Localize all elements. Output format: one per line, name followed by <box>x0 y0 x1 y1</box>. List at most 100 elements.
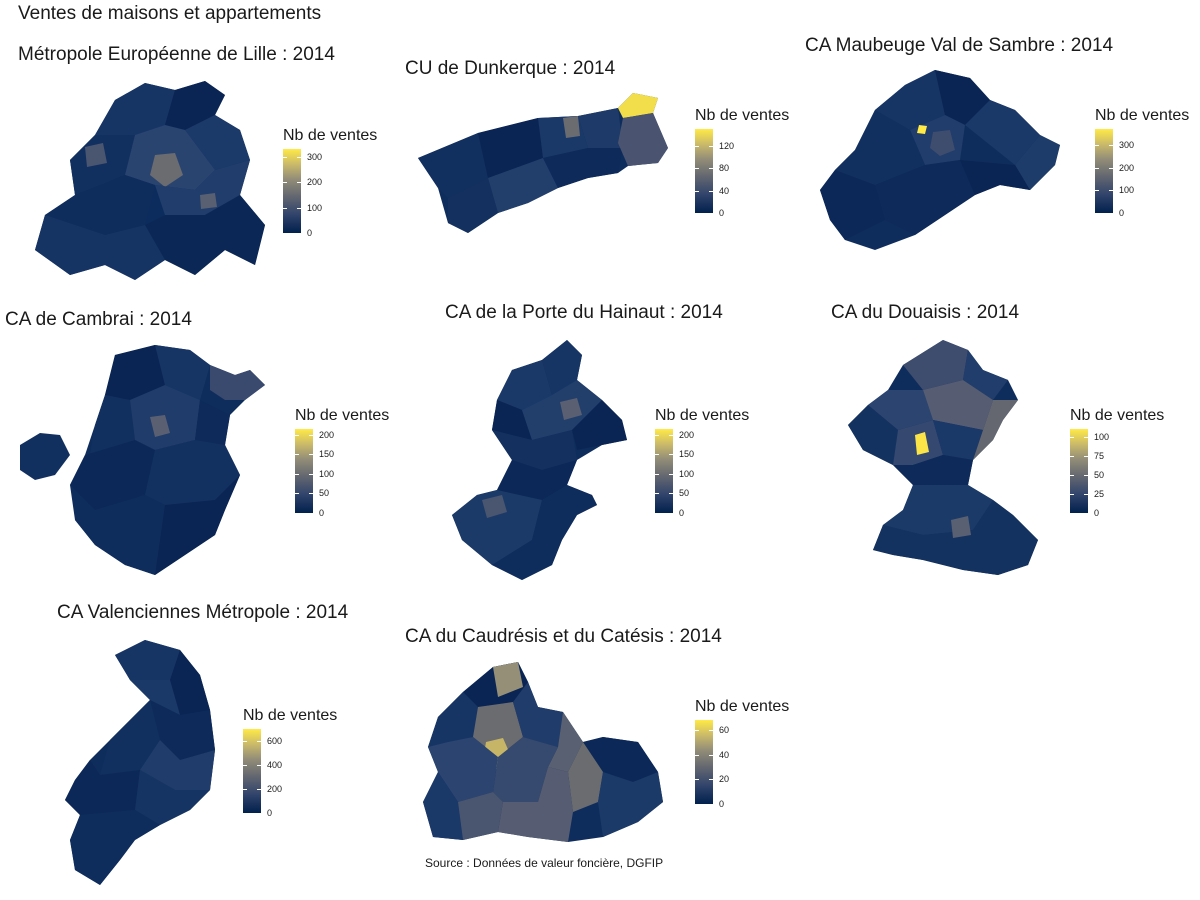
map-hainaut <box>452 340 627 580</box>
legend-tick-label: 40 <box>719 749 730 760</box>
legend-tick-mark <box>1095 144 1099 146</box>
legend-tick-mark <box>295 434 299 436</box>
legend-tick-mark <box>695 754 699 756</box>
source-caption: Source : Données de valeur foncière, DGF… <box>425 856 664 870</box>
legend-color-bar <box>295 429 313 513</box>
legend-tick-mark <box>257 813 261 814</box>
legend-dunkerque: Nb de ventes 0 40 80 120 <box>695 107 815 247</box>
legend-tick-mark <box>309 473 313 475</box>
legend-tick-mark <box>669 513 673 514</box>
panel-title-caudresis: CA du Caudrésis et du Catésis : 2014 <box>405 626 722 647</box>
legend-tick-label: 100 <box>1094 431 1110 442</box>
legend-hainaut: Nb de ventes 0 50 100 150 200 <box>655 407 775 547</box>
map-lille <box>35 81 265 280</box>
legend-tick-mark <box>655 434 659 436</box>
legend-tick-mark <box>709 213 713 214</box>
legend-tick-label: 100 <box>319 468 335 479</box>
legend-tick-mark <box>1095 190 1099 192</box>
panel-title-lille: Métropole Européenne de Lille : 2014 <box>18 44 335 65</box>
legend-maubeuge: Nb de ventes 0 100 200 300 <box>1095 107 1200 247</box>
legend-tick-label: 60 <box>719 724 730 735</box>
legend-tick-mark <box>709 145 713 147</box>
legend-tick-mark <box>295 513 299 514</box>
panel-title-hainaut: CA de la Porte du Hainaut : 2014 <box>445 302 723 323</box>
legend-tick-mark <box>243 813 247 814</box>
legend-tick-label: 200 <box>679 429 695 440</box>
legend-tick-mark <box>309 513 313 514</box>
legend-tick-mark <box>1109 190 1113 192</box>
legend-tick-mark <box>1084 493 1088 495</box>
legend-tick-label: 0 <box>679 508 685 518</box>
legend-tick-label: 200 <box>307 177 323 188</box>
legend-tick-mark <box>283 207 287 209</box>
legend-tick-mark <box>1109 144 1113 146</box>
legend-color-bar <box>695 129 713 213</box>
legend-tick-mark <box>257 741 261 742</box>
legend-tick-mark <box>283 156 287 158</box>
legend-tick-label: 120 <box>719 140 735 151</box>
legend-tick-label: 100 <box>679 468 695 479</box>
legend-tick-label: 0 <box>307 228 313 238</box>
legend-tick-label: 0 <box>719 208 725 218</box>
legend-tick-mark <box>243 765 247 766</box>
legend-tick-mark <box>1084 513 1088 514</box>
panel-title-valenciennes: CA Valenciennes Métropole : 2014 <box>57 602 349 623</box>
legend-tick-mark <box>309 434 313 436</box>
map-douaisis <box>848 340 1038 575</box>
legend-title: Nb de ventes <box>295 407 390 424</box>
legend-tick-mark <box>655 454 659 456</box>
legend-valenciennes: Nb de ventes 0 200 400 600 <box>243 707 363 847</box>
legend-tick-label: 100 <box>1119 185 1135 196</box>
legend-tick-label: 600 <box>267 736 283 746</box>
legend-color-bar <box>695 720 713 804</box>
legend-tick-mark <box>709 779 713 781</box>
legend-tick-mark <box>1070 436 1074 438</box>
legend-tick-mark <box>243 741 247 742</box>
legend-tick-label: 75 <box>1094 450 1105 461</box>
legend-tick-label: 400 <box>267 760 283 770</box>
legend-tick-mark <box>1070 455 1074 457</box>
legend-color-bar <box>243 729 261 813</box>
legend-color-bar <box>283 149 301 233</box>
legend-tick-mark <box>1109 167 1113 169</box>
legend-tick-label: 150 <box>319 449 335 460</box>
legend-title: Nb de ventes <box>695 698 790 715</box>
legend-color-bar <box>1070 429 1088 513</box>
legend-tick-mark <box>1095 167 1099 169</box>
panel-title-dunkerque: CU de Dunkerque : 2014 <box>405 58 616 79</box>
panel-title-douaisis: CA du Douaisis : 2014 <box>831 302 1020 323</box>
map-dunkerque <box>418 93 668 233</box>
legend-tick-label: 25 <box>1094 488 1105 499</box>
legend-tick-mark <box>695 779 699 781</box>
legend-tick-mark <box>297 156 301 158</box>
legend-title: Nb de ventes <box>283 127 378 144</box>
legend-title: Nb de ventes <box>1070 407 1165 424</box>
legend-tick-mark <box>709 754 713 756</box>
legend-tick-mark <box>695 213 699 214</box>
legend-tick-mark <box>669 454 673 456</box>
legend-tick-mark <box>297 207 301 209</box>
map-valenciennes <box>65 640 215 885</box>
map-cambrai <box>20 345 265 575</box>
legend-tick-mark <box>709 729 713 731</box>
legend-tick-mark <box>1095 213 1099 214</box>
legend-tick-mark <box>1070 513 1074 514</box>
legend-lille: Nb de ventes 0 100 200 300 <box>283 127 403 267</box>
legend-tick-mark <box>1084 474 1088 476</box>
legend-tick-label: 200 <box>1119 162 1135 173</box>
legend-tick-label: 100 <box>307 202 323 213</box>
legend-tick-label: 20 <box>719 774 730 785</box>
legend-tick-mark <box>309 454 313 456</box>
legend-tick-mark <box>709 804 713 805</box>
panel-title-maubeuge: CA Maubeuge Val de Sambre : 2014 <box>805 35 1114 56</box>
legend-tick-mark <box>257 789 261 790</box>
legend-tick-mark <box>709 168 713 170</box>
legend-tick-mark <box>297 182 301 184</box>
legend-douaisis: Nb de ventes 0 25 50 75 100 <box>1070 407 1190 547</box>
legend-tick-label: 300 <box>307 151 323 162</box>
legend-cambrai: Nb de ventes 0 50 100 150 200 <box>295 407 415 547</box>
legend-tick-mark <box>1070 474 1074 476</box>
legend-tick-mark <box>695 190 699 192</box>
legend-tick-mark <box>283 182 287 184</box>
legend-tick-label: 80 <box>719 163 730 174</box>
